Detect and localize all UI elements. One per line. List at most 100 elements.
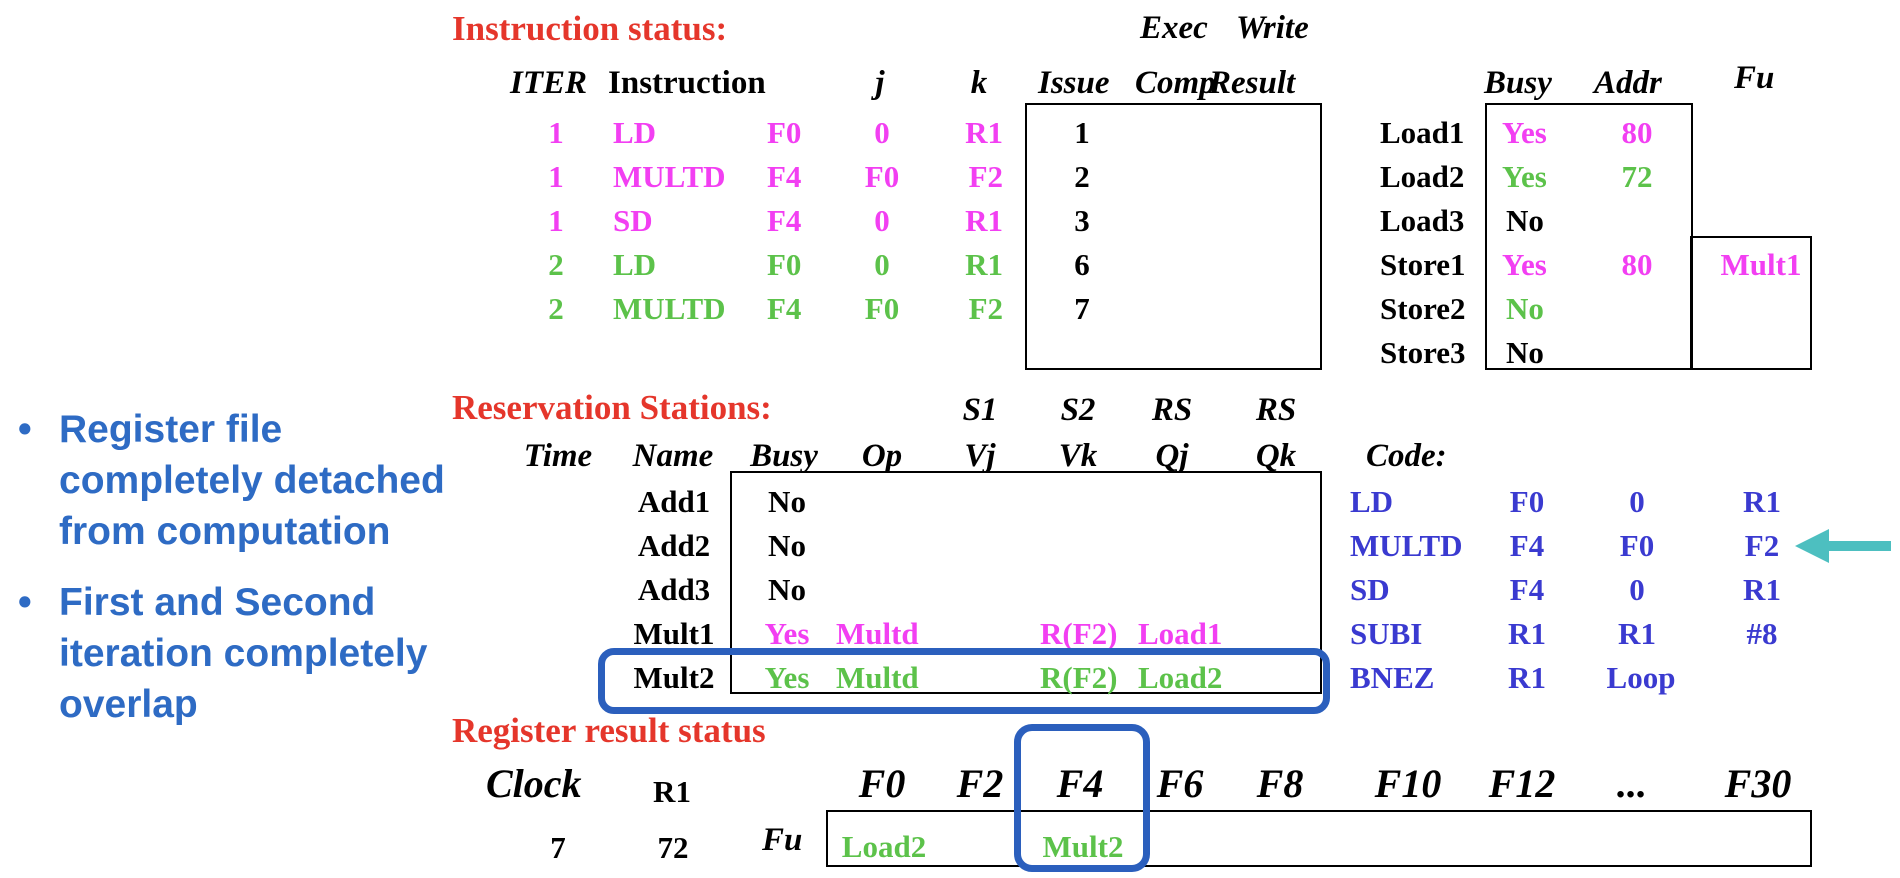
- buffer-row-4-name: Store1: [1380, 247, 1466, 282]
- is-row-1-dest: F0: [767, 115, 802, 150]
- buffer-row-2-addr: 72: [1621, 159, 1653, 194]
- instruction-header: Instruction: [608, 65, 766, 101]
- rs-row-4-qj: Load1: [1138, 616, 1223, 651]
- buffer-row-3-name: Load3: [1380, 203, 1465, 238]
- buffer-row-6-busy: No: [1506, 335, 1544, 370]
- code-row-4-c: #8: [1746, 616, 1778, 651]
- buffer-row-1-busy: Yes: [1502, 115, 1547, 150]
- code-row-3-a: F4: [1509, 572, 1545, 607]
- is-row-4-issue: 6: [1074, 247, 1090, 282]
- buffer-row-1-name: Load1: [1380, 115, 1465, 150]
- is-row-3-dest: F4: [767, 203, 802, 238]
- reg-header-f30: F30: [1724, 761, 1792, 806]
- buffer-fu-header: Fu: [1734, 60, 1775, 96]
- buffer-row-4-busy: Yes: [1502, 247, 1547, 282]
- is-row-3-issue: 3: [1074, 203, 1090, 238]
- clock-label: Clock: [486, 761, 582, 806]
- code-row-2-a: F4: [1509, 528, 1545, 563]
- rs-row-5-op: Multd: [836, 660, 919, 695]
- buffer-row-5-busy: No: [1506, 291, 1544, 326]
- rs-row-5-vk: R(F2): [1040, 660, 1118, 695]
- reg-value-f0: Load2: [841, 829, 927, 864]
- k-header: k: [970, 65, 988, 101]
- reg-header-ellipsis: ...: [1617, 761, 1647, 806]
- rs-name-header: Name: [632, 438, 714, 474]
- j-header: j: [875, 65, 885, 101]
- is-row-2-iter: 1: [548, 159, 564, 194]
- buffer-row-4-addr: 80: [1621, 247, 1653, 282]
- bullet-item: • Register file completely detached from…: [18, 404, 488, 557]
- result-header: Result: [1209, 65, 1296, 101]
- rs-row-2-busy: No: [768, 528, 806, 563]
- bullet-item: • First and Second iteration completely …: [18, 577, 488, 730]
- rs-row-1-busy: No: [768, 484, 806, 519]
- rs-row-5-busy: Yes: [764, 660, 810, 695]
- rs-op-header: Op: [861, 438, 903, 474]
- code-row-2-b: F0: [1619, 528, 1655, 563]
- register-result-box: [826, 810, 1812, 867]
- is-row-5-iter: 2: [548, 291, 564, 326]
- is-row-1-op: LD: [613, 115, 657, 150]
- code-row-4-op: SUBI: [1350, 616, 1423, 651]
- rs-row-5-name: Mult2: [633, 660, 715, 695]
- is-row-1-k: R1: [965, 115, 1003, 150]
- is-row-2-dest: F4: [767, 159, 802, 194]
- rs-qj-header: Qj: [1155, 438, 1189, 474]
- store-fu-box: [1690, 236, 1812, 370]
- code-row-1-c: R1: [1743, 484, 1781, 519]
- code-row-3-c: R1: [1743, 572, 1781, 607]
- reg-header-f2: F2: [956, 761, 1004, 806]
- rs-time-header: Time: [523, 438, 593, 474]
- comp-header: Comp: [1135, 65, 1216, 101]
- is-row-4-dest: F0: [767, 247, 802, 282]
- reservation-stations-title: Reservation Stations:: [452, 388, 772, 427]
- register-result-status-title: Register result status: [452, 711, 766, 750]
- code-row-5-b: Loop: [1606, 660, 1676, 695]
- code-row-3-op: SD: [1350, 572, 1390, 607]
- is-row-3-op: SD: [613, 203, 653, 238]
- bullet-dot-icon: •: [18, 408, 32, 451]
- is-row-2-k: F2: [968, 159, 1003, 194]
- code-row-1-op: LD: [1350, 484, 1394, 519]
- rs-s2-header: S2: [1060, 392, 1096, 428]
- is-row-5-issue: 7: [1074, 291, 1090, 326]
- code-row-5-op: BNEZ: [1350, 660, 1435, 695]
- buffer-row-5-name: Store2: [1380, 291, 1466, 326]
- clock-value: 7: [550, 830, 566, 865]
- is-row-3-k: R1: [965, 203, 1003, 238]
- is-row-5-op: MULTD: [613, 291, 726, 326]
- is-row-5-dest: F4: [767, 291, 802, 326]
- is-row-2-issue: 2: [1074, 159, 1090, 194]
- rs-rs1-header: RS: [1151, 392, 1193, 428]
- buffer-row-1-addr: 80: [1621, 115, 1653, 150]
- bullet-text: First and Second iteration completely ov…: [59, 581, 428, 726]
- reg-header-f0: F0: [858, 761, 906, 806]
- code-row-3-b: 0: [1629, 572, 1645, 607]
- is-row-5-j: F0: [864, 291, 900, 326]
- is-row-4-k: R1: [965, 247, 1003, 282]
- is-row-1-iter: 1: [548, 115, 564, 150]
- reg-header-f8: F8: [1256, 761, 1304, 806]
- bullet-text: Register file completely detached from c…: [59, 408, 445, 553]
- reg-header-f6: F6: [1156, 761, 1204, 806]
- rs-row-4-name: Mult1: [633, 616, 715, 651]
- rs-busy-header: Busy: [750, 438, 818, 474]
- rs-row-4-vk: R(F2): [1040, 616, 1118, 651]
- rs-row-5-qj: Load2: [1138, 660, 1223, 695]
- r1-label: R1: [653, 774, 691, 809]
- buffer-row-3-busy: No: [1506, 203, 1544, 238]
- buffer-row-4-fu: Mult1: [1720, 247, 1802, 282]
- rs-row-4-busy: Yes: [764, 616, 810, 651]
- rs-qk-header: Qk: [1255, 438, 1297, 474]
- is-row-1-issue: 1: [1074, 115, 1090, 150]
- instruction-status-box: [1025, 103, 1322, 370]
- reg-header-f10: F10: [1374, 761, 1442, 806]
- code-row-2-op: MULTD: [1350, 528, 1463, 563]
- code-row-4-b: R1: [1618, 616, 1656, 651]
- bullet-list: • Register file completely detached from…: [18, 404, 488, 750]
- is-row-3-j: 0: [874, 203, 890, 238]
- rs-row-2-name: Add2: [637, 528, 711, 563]
- code-title: Code:: [1366, 438, 1447, 474]
- buffer-row-6-name: Store3: [1380, 335, 1466, 370]
- rs-row-4-op: Multd: [836, 616, 919, 651]
